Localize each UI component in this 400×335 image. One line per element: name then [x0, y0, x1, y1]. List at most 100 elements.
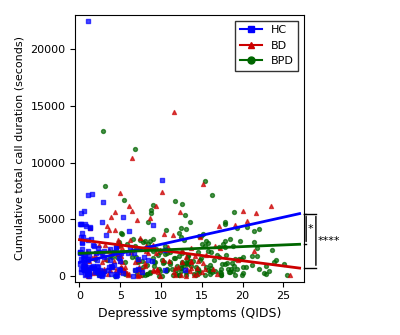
Point: [199, 242, 206, 247]
Point: [94, 246, 101, 251]
Point: [177, 209, 183, 215]
Point: [96, 272, 102, 278]
Point: [114, 251, 121, 257]
Point: [80, 263, 86, 268]
Point: [134, 272, 140, 277]
Point: [150, 243, 156, 248]
Point: [128, 255, 135, 260]
Point: [177, 265, 184, 270]
Point: [81, 262, 88, 267]
Point: [234, 258, 241, 263]
Point: [195, 270, 202, 275]
Point: [104, 267, 111, 273]
Point: [178, 226, 185, 231]
Point: [79, 255, 86, 261]
Point: [188, 259, 194, 265]
Point: [85, 258, 91, 263]
Point: [218, 270, 224, 275]
Point: [102, 242, 108, 248]
Point: [194, 249, 201, 255]
Point: [175, 272, 182, 277]
Point: [136, 236, 143, 241]
Point: [172, 198, 178, 204]
Point: [157, 269, 163, 274]
Point: [231, 209, 237, 215]
Point: [114, 272, 120, 278]
Point: [86, 270, 92, 275]
Point: [236, 239, 243, 244]
Point: [96, 249, 102, 254]
Point: [150, 222, 156, 227]
Point: [118, 245, 125, 250]
Point: [223, 260, 230, 266]
Point: [269, 248, 275, 253]
Point: [196, 233, 202, 238]
Point: [174, 265, 181, 270]
Point: [126, 204, 132, 209]
Point: [126, 271, 132, 277]
Point: [159, 257, 165, 262]
Point: [171, 110, 177, 115]
Point: [95, 269, 102, 274]
Point: [162, 268, 168, 273]
Point: [178, 234, 185, 240]
Point: [214, 271, 220, 276]
Point: [145, 220, 151, 225]
Point: [120, 268, 127, 273]
Point: [151, 259, 157, 265]
Point: [132, 259, 138, 264]
Point: [94, 258, 100, 263]
Point: [86, 273, 92, 278]
Point: [171, 269, 177, 275]
Point: [194, 265, 200, 270]
Point: [205, 268, 212, 273]
Point: [119, 260, 126, 265]
Point: [78, 270, 84, 275]
Point: [192, 254, 198, 259]
Point: [228, 267, 234, 272]
Point: [78, 221, 84, 227]
Point: [98, 269, 104, 274]
Point: [83, 267, 90, 272]
Point: [139, 269, 145, 274]
Point: [112, 228, 118, 233]
Point: [104, 223, 110, 228]
Point: [127, 238, 133, 243]
Point: [117, 266, 123, 271]
Point: [107, 267, 113, 273]
Point: [142, 272, 148, 277]
Point: [147, 271, 153, 276]
Point: [163, 268, 170, 274]
Point: [81, 253, 88, 258]
Point: [154, 267, 160, 272]
Point: [202, 238, 209, 244]
Point: [100, 128, 106, 133]
Point: [203, 253, 210, 258]
Point: [186, 269, 193, 274]
Point: [188, 259, 194, 264]
Point: [106, 249, 112, 254]
Point: [198, 256, 204, 261]
Point: [157, 249, 163, 255]
Point: [222, 219, 228, 224]
Point: [176, 230, 182, 236]
Point: [143, 246, 149, 251]
Point: [184, 257, 191, 262]
Point: [183, 254, 189, 260]
Point: [134, 273, 140, 278]
Point: [185, 252, 192, 257]
Point: [254, 253, 260, 259]
Point: [77, 250, 83, 255]
Point: [78, 251, 85, 256]
Point: [84, 271, 90, 276]
Point: [211, 258, 217, 263]
Point: [164, 244, 171, 250]
Point: [194, 271, 201, 276]
Point: [135, 256, 141, 261]
Point: [87, 224, 94, 229]
Point: [94, 263, 100, 268]
Point: [162, 252, 168, 257]
Point: [268, 204, 274, 209]
Point: [218, 272, 224, 277]
Point: [112, 244, 119, 249]
